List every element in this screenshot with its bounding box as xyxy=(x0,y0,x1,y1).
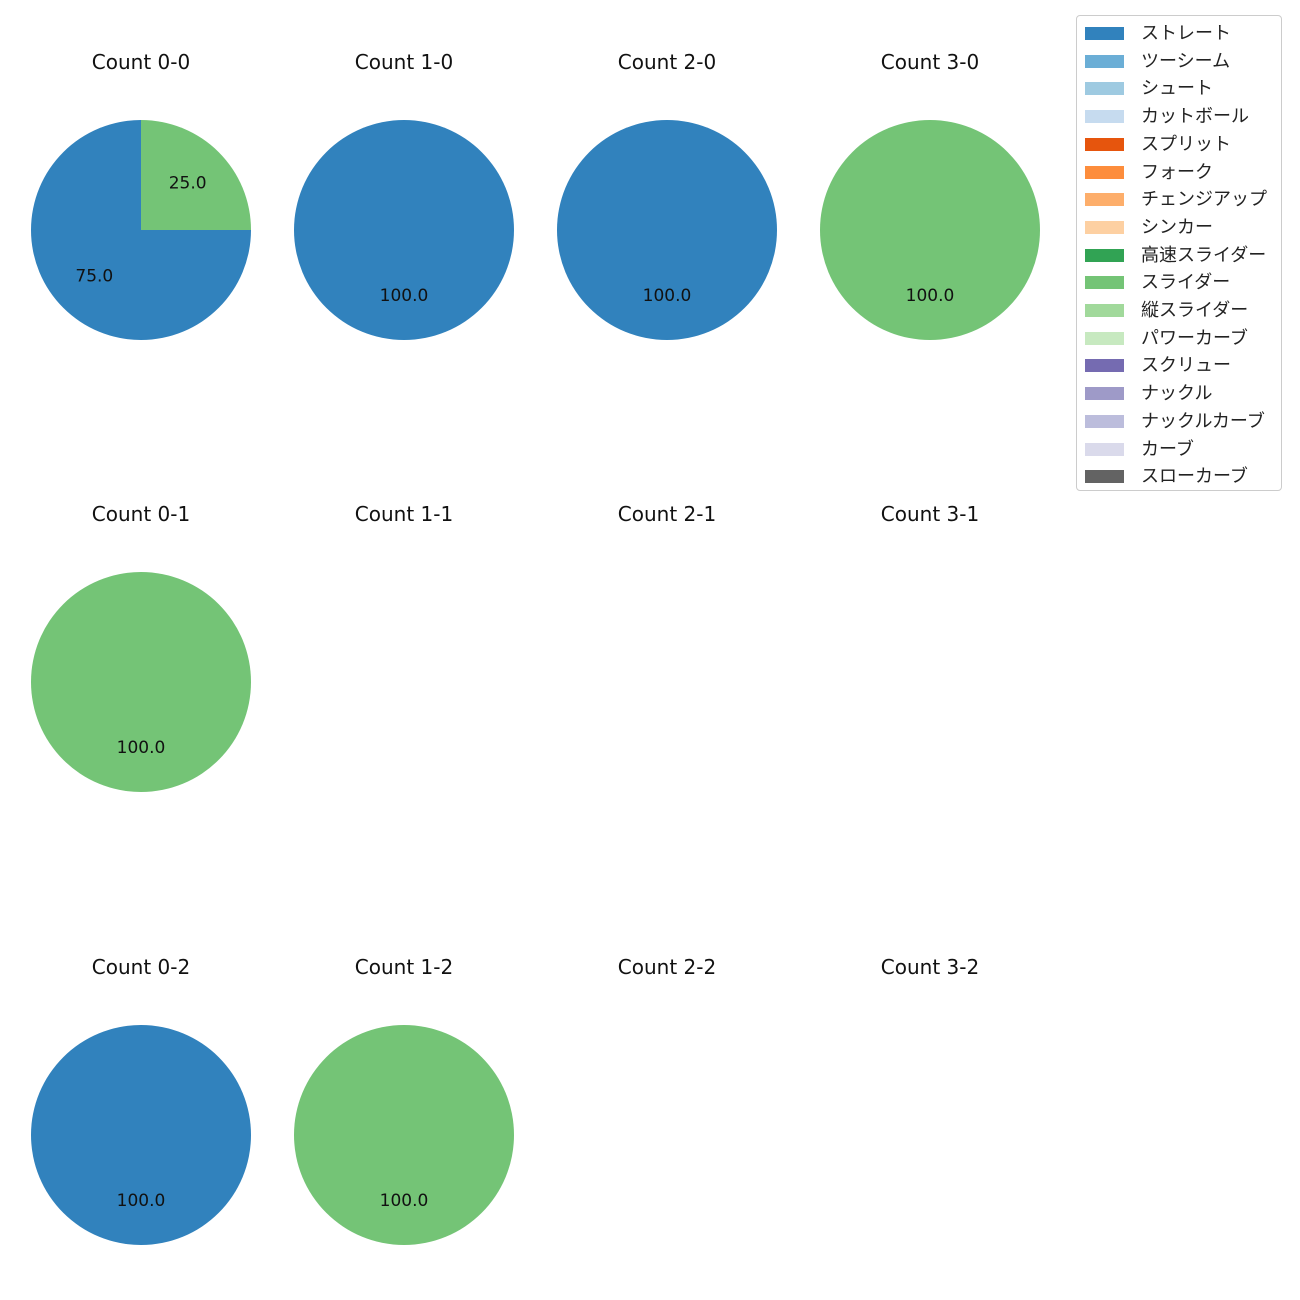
pie-slice-label: 100.0 xyxy=(380,1191,429,1211)
pie-slice-label: 100.0 xyxy=(117,1191,166,1211)
pie-slice xyxy=(820,120,1040,340)
legend-swatch xyxy=(1085,387,1124,401)
legend-swatch xyxy=(1085,442,1124,456)
pie-title: Count 3-2 xyxy=(881,955,979,979)
legend-swatch xyxy=(1085,54,1124,68)
pie-slice-label: 100.0 xyxy=(906,286,955,306)
pie-slice xyxy=(31,1025,251,1245)
pie-title: Count 1-2 xyxy=(355,955,453,979)
legend: ストレートツーシームシュートカットボール スプリットフォークチェンジアップ シンカー… xyxy=(1076,15,1282,491)
legend-swatch xyxy=(1085,137,1124,151)
legend-label: ナックルカーブ xyxy=(1141,410,1265,432)
pie-slice-label: 100.0 xyxy=(643,286,692,306)
pie-title: Count 3-1 xyxy=(881,502,979,526)
legend-label: 縦スライダー xyxy=(1141,300,1249,321)
legend-swatch xyxy=(1085,248,1124,262)
legend-swatch xyxy=(1085,414,1124,428)
pie-chart: Count 3-0 100.0 xyxy=(820,50,1040,340)
legend-swatch xyxy=(1085,304,1124,317)
pie-slice xyxy=(141,120,251,230)
pie-chart: Count 2-2 xyxy=(618,955,716,979)
pie-slice xyxy=(31,572,251,792)
pie-chart: Count 1-1 xyxy=(355,502,453,526)
legend-swatch xyxy=(1085,331,1124,345)
pie-title: Count 1-1 xyxy=(355,502,453,526)
pie-slice-label: 100.0 xyxy=(380,286,429,306)
legend-swatch xyxy=(1085,220,1124,234)
pie-slice-label: 75.0 xyxy=(75,267,113,287)
legend-swatch xyxy=(1085,165,1124,179)
legend-label: カーブ xyxy=(1141,438,1194,460)
legend-label: 高速スライダー xyxy=(1141,244,1267,266)
pie-chart: Count 2-0 100.0 xyxy=(557,50,777,340)
pie-chart: Count 1-0 100.0 xyxy=(294,50,514,340)
legend-swatch xyxy=(1085,276,1124,290)
legend-label: チェンジアップ xyxy=(1141,189,1267,211)
pie-chart: Count 0-1 100.0 xyxy=(31,502,251,792)
legend-swatch xyxy=(1085,110,1124,124)
pie-title: Count 0-0 xyxy=(92,50,190,74)
pie-title: Count 0-2 xyxy=(92,955,190,979)
legend-label: シュート xyxy=(1141,78,1213,100)
pie-title: Count 0-1 xyxy=(92,502,190,526)
legend-swatch xyxy=(1085,82,1124,96)
pie-title: Count 3-0 xyxy=(881,50,979,74)
pie-chart: Count 3-2 xyxy=(881,955,979,979)
pie-chart: Count 2-1 xyxy=(618,502,716,526)
legend-swatch xyxy=(1085,470,1124,484)
legend-label: フォーク xyxy=(1141,161,1213,183)
pie-chart: Count 1-2 100.0 xyxy=(294,955,514,1245)
pie-title: Count 2-0 xyxy=(618,50,716,74)
legend-label: スクリュー xyxy=(1141,355,1231,377)
pie-chart: Count 3-1 xyxy=(881,502,979,526)
pie-chart: Count 0-0 75.0 25.0 xyxy=(31,50,251,340)
pie-slice xyxy=(294,120,514,340)
legend-label: シンカー xyxy=(1141,216,1213,238)
pie-chart: Count 0-2 100.0 xyxy=(31,955,251,1245)
pie-title: Count 2-1 xyxy=(618,502,716,526)
legend-label: ストレート xyxy=(1141,23,1231,44)
legend-label: ナックル xyxy=(1141,383,1213,405)
pie-title: Count 2-2 xyxy=(618,955,716,979)
pie-title: Count 1-0 xyxy=(355,50,453,74)
legend-swatch xyxy=(1085,27,1124,40)
legend-swatch xyxy=(1085,193,1124,207)
legend-swatch xyxy=(1085,359,1124,373)
pie-slice-label: 100.0 xyxy=(117,738,166,758)
legend-label: カットボール xyxy=(1141,106,1249,128)
legend-label: スローカーブ xyxy=(1141,466,1248,488)
pie-slice xyxy=(557,120,777,340)
pie-slice-label: 25.0 xyxy=(169,173,207,193)
legend-label: スプリット xyxy=(1141,133,1231,155)
legend-label: ツーシーム xyxy=(1141,50,1231,72)
legend-label: スライダー xyxy=(1141,272,1231,294)
pie-slice xyxy=(294,1025,514,1245)
legend-label: パワーカーブ xyxy=(1141,327,1248,349)
